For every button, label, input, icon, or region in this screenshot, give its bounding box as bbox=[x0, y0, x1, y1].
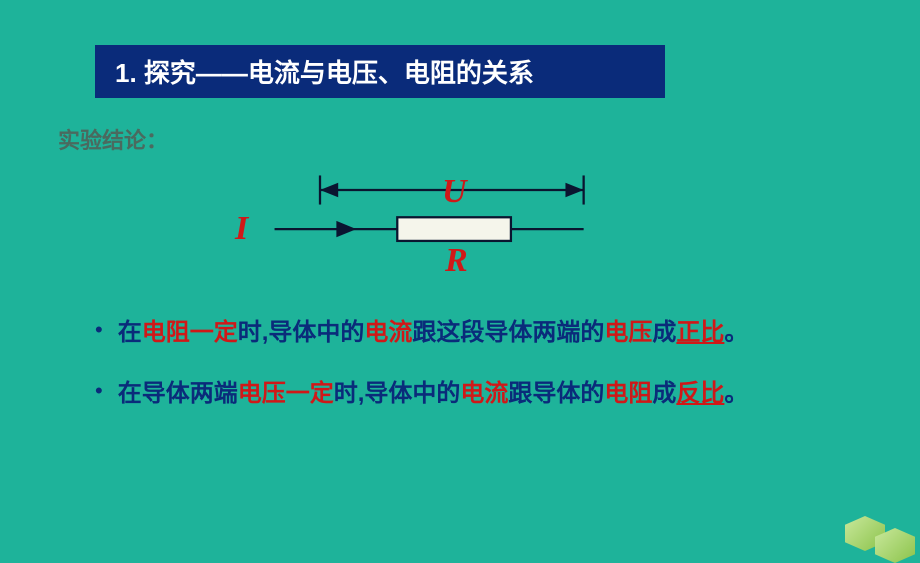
diagram-label-resistance: R bbox=[445, 242, 468, 280]
bullet-item: • 在导体两端电压一定时,导体中的电流跟导体的电阻成反比。 bbox=[95, 376, 835, 412]
diagram-label-voltage: U bbox=[442, 173, 467, 211]
text-segment: 电流 bbox=[460, 380, 508, 407]
text-segment: 电阻 bbox=[604, 380, 652, 407]
text-segment: 跟导体的 bbox=[508, 380, 604, 407]
text-segment: 时,导体中的 bbox=[334, 380, 461, 407]
bullet-list: •在电阻一定时,导体中的电流跟这段导体两端的电压成正比。•在导体两端电压一定时,… bbox=[95, 315, 835, 437]
text-segment: 正比 bbox=[676, 319, 724, 346]
title-bar: 1. 探究——电流与电压、电阻的关系 bbox=[95, 45, 665, 98]
bullet-text: 在导体两端电压一定时,导体中的电流跟导体的电阻成反比。 bbox=[118, 376, 749, 412]
subtitle: 实验结论： bbox=[58, 123, 920, 155]
bullet-dot-icon: • bbox=[95, 317, 103, 343]
diagram-label-current: I bbox=[235, 210, 248, 248]
text-segment: 在导体两端 bbox=[118, 380, 238, 407]
text-segment: 电压 bbox=[604, 319, 652, 346]
text-segment: 。 bbox=[724, 319, 748, 346]
text-segment: 在 bbox=[118, 319, 142, 346]
text-segment: 跟这段导体两端的 bbox=[412, 319, 604, 346]
bullet-text: 在电阻一定时,导体中的电流跟这段导体两端的电压成正比。 bbox=[118, 315, 749, 351]
diagram-svg bbox=[230, 170, 610, 270]
text-segment: 反比 bbox=[676, 380, 724, 407]
text-segment: 电阻一定 bbox=[142, 319, 238, 346]
text-segment: 成 bbox=[652, 319, 676, 346]
bullet-item: • 在电阻一定时,导体中的电流跟这段导体两端的电压成正比。 bbox=[95, 315, 835, 351]
corner-decoration bbox=[840, 508, 920, 563]
text-segment: 。 bbox=[724, 380, 748, 407]
text-segment: 成 bbox=[652, 380, 676, 407]
text-segment: 时,导体中的 bbox=[238, 319, 365, 346]
bullet-dot-icon: • bbox=[95, 378, 103, 404]
circuit-diagram: U I R bbox=[230, 170, 610, 270]
text-segment: 电流 bbox=[364, 319, 412, 346]
text-segment: 电压一定 bbox=[238, 380, 334, 407]
